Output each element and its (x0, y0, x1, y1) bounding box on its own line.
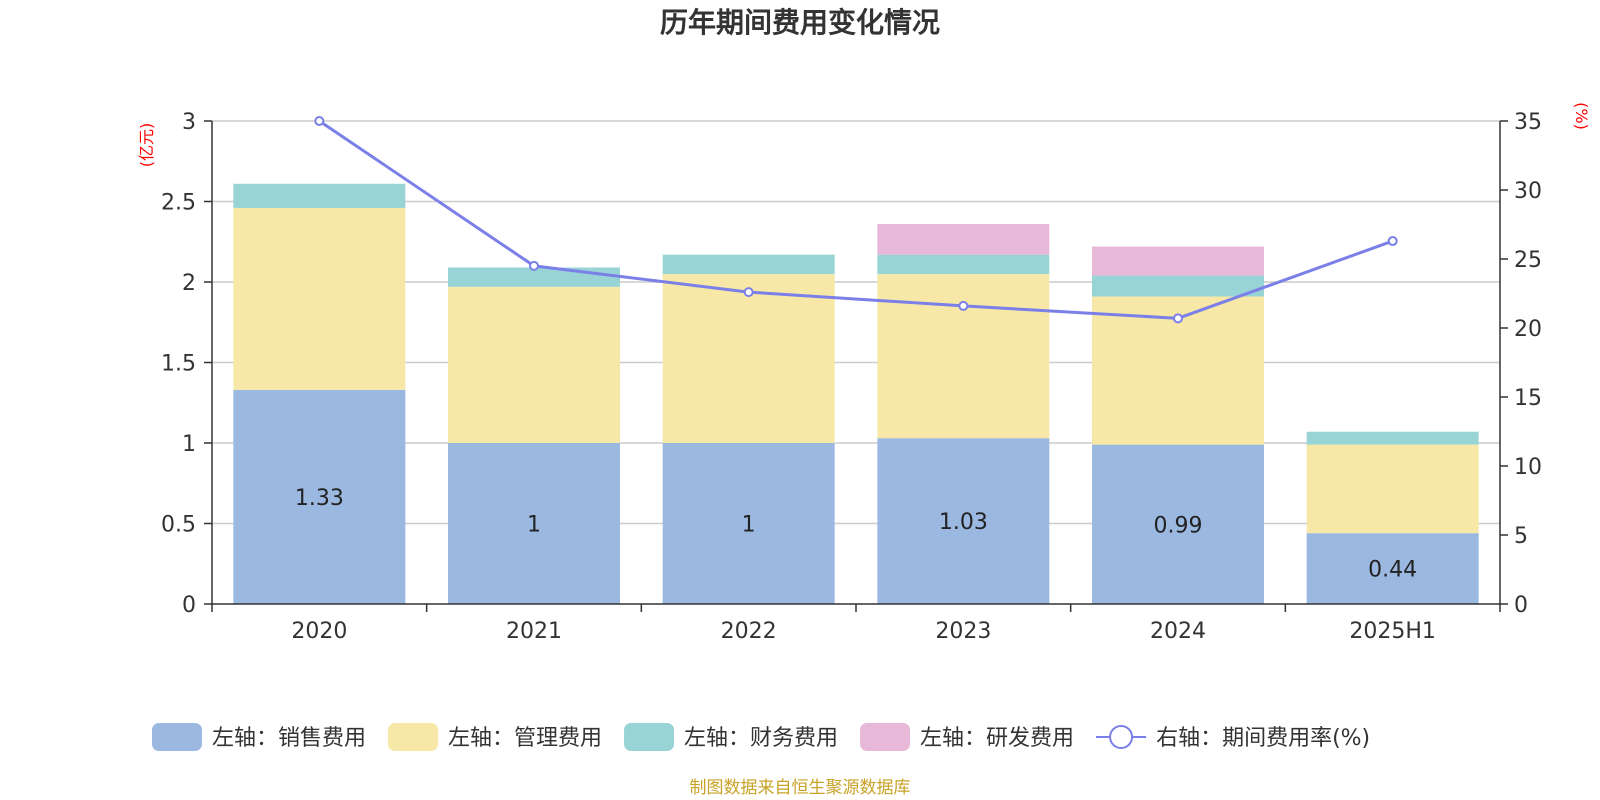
left-tick-label: 2 (182, 271, 196, 296)
bar-segment (1306, 444, 1479, 534)
bar-segment (662, 443, 835, 604)
bar-segment (877, 438, 1050, 604)
x-tick-label: 2024 (1150, 619, 1206, 644)
x-tick-label: 2022 (721, 619, 777, 644)
rate-point (529, 260, 539, 271)
bar-segment (877, 273, 1050, 439)
x-tick-label: 2020 (291, 619, 347, 644)
right-tick-label: 5 (1514, 524, 1528, 549)
bar-value-label: 1.03 (939, 510, 988, 535)
left-tick-label: 1.5 (161, 352, 196, 377)
bar-value-label: 0.99 (1154, 513, 1203, 538)
bar-segment (662, 254, 835, 274)
bars: 1.33 1 1 1.03 0.99 0.44 (233, 183, 1479, 604)
rate-line (314, 116, 1398, 324)
legend-label: 左轴：财务费用 (684, 726, 838, 751)
bar-segment (1092, 246, 1264, 276)
bar-segment (448, 286, 620, 443)
legend-label: 左轴：研发费用 (920, 726, 1074, 751)
bar-segment (1092, 275, 1264, 297)
bar-segment (1092, 444, 1264, 604)
bar-segment (448, 443, 620, 604)
x-tick-label: 2023 (935, 619, 991, 644)
right-tick-label: 35 (1514, 110, 1542, 135)
legend-label: 左轴：管理费用 (448, 726, 602, 751)
bar-value-label: 0.44 (1368, 558, 1417, 583)
legend-swatch (388, 723, 439, 751)
left-tick-label: 0.5 (161, 513, 196, 538)
left-tick-label: 0 (182, 593, 196, 618)
bar-segment (233, 207, 406, 390)
grid (212, 120, 1500, 525)
bar-segment (662, 273, 835, 443)
right-tick-label: 10 (1514, 455, 1542, 480)
rate-point (1173, 313, 1183, 324)
left-tick-label: 1 (182, 432, 196, 457)
rate-point (314, 116, 325, 126)
legend-swatch (624, 723, 675, 751)
x-tick-label: 2021 (506, 619, 562, 644)
left-tick-label: 3 (182, 110, 196, 135)
left-tick-label: 2.5 (161, 191, 196, 216)
rate-point (1387, 236, 1398, 247)
bar-segment (877, 254, 1050, 274)
right-tick-label: 30 (1514, 179, 1542, 204)
bar-value-label: 1 (742, 513, 756, 538)
left-axis-unit: (亿元) (137, 123, 156, 168)
x-tick-label: 2025H1 (1349, 619, 1436, 644)
right-tick-label: 20 (1514, 317, 1542, 342)
right-tick-label: 0 (1514, 593, 1528, 618)
bar-segment (233, 183, 406, 208)
bar-segment (877, 224, 1050, 255)
bar-value-label: 1.33 (295, 486, 344, 511)
bar-segment (1306, 533, 1479, 604)
chart-title: 历年期间费用变化情况 (660, 6, 940, 39)
rate-point (743, 287, 754, 298)
rate-polyline (318, 119, 1394, 320)
bar-segment (233, 389, 406, 604)
bar-value-label: 1 (527, 513, 541, 538)
right-tick-label: 15 (1514, 386, 1542, 411)
legend-label: 左轴：销售费用 (212, 726, 366, 751)
legend-swatch (152, 723, 202, 751)
right-axis-unit: (%) (1572, 102, 1591, 130)
legend: 左轴：销售费用 左轴：管理费用 左轴：财务费用 左轴：研发费用 右轴：期间费用率(%) (152, 723, 1370, 751)
legend-swatch (860, 723, 911, 751)
rate-point (958, 300, 969, 311)
legend-marker (1109, 725, 1134, 749)
right-tick-label: 25 (1514, 248, 1542, 273)
legend-label: 右轴：期间费用率(%) (1156, 726, 1370, 751)
source-note: 制图数据来自恒生聚源数据库 (690, 778, 911, 798)
bar-segment (1306, 431, 1479, 445)
